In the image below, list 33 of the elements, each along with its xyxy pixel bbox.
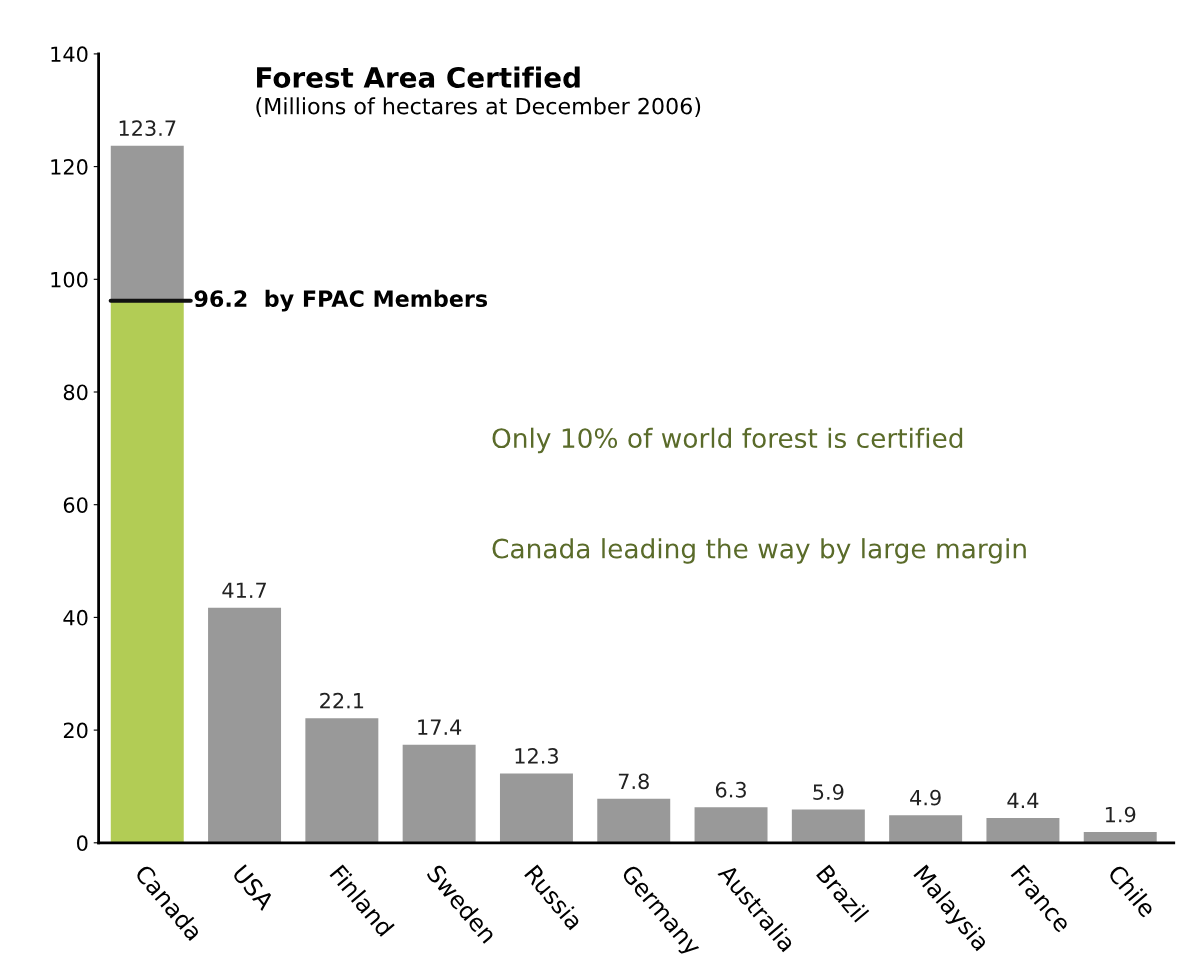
- bar: [402, 744, 476, 843]
- total-label: 1.9: [1105, 806, 1136, 823]
- total-label: 123.7: [119, 120, 176, 137]
- total-label: 5.9: [813, 784, 844, 800]
- bar: [889, 815, 963, 843]
- bar: [305, 718, 379, 843]
- total-label: 4.9: [910, 789, 941, 806]
- annotation: 96.2 by FPAC Members: [194, 289, 488, 312]
- y-tick-label: 120: [51, 159, 88, 175]
- bar: [208, 607, 282, 843]
- y-tick-label: 20: [63, 722, 88, 739]
- annotation: Canada leading the way by large margin: [492, 538, 1026, 564]
- y-tick-label: 100: [51, 271, 88, 288]
- y-tick-label: 40: [63, 609, 88, 626]
- annotation: Only 10% of world forest is certified: [492, 427, 963, 454]
- total-label: 41.7: [222, 582, 266, 598]
- total-label: 7.8: [618, 773, 649, 790]
- total-label: 4.4: [1007, 792, 1039, 809]
- total-label: 22.1: [320, 692, 364, 709]
- y-tick-label: 140: [51, 46, 88, 63]
- bar: [986, 818, 1060, 843]
- total-label: 6.3: [715, 781, 746, 798]
- y-tick-label: 80: [63, 384, 88, 401]
- y-tick-label: 60: [63, 497, 88, 513]
- bar: [499, 773, 573, 843]
- total-label: 17.4: [418, 719, 462, 735]
- bar: [791, 809, 865, 843]
- text: (Millions of hectares at December 2006): [256, 97, 701, 118]
- total-label: 12.3: [515, 748, 558, 764]
- bar: [694, 807, 768, 843]
- y-tick-label: 0: [77, 835, 88, 852]
- bar: [597, 798, 671, 843]
- chart-title: Forest Area Certified: [257, 66, 580, 88]
